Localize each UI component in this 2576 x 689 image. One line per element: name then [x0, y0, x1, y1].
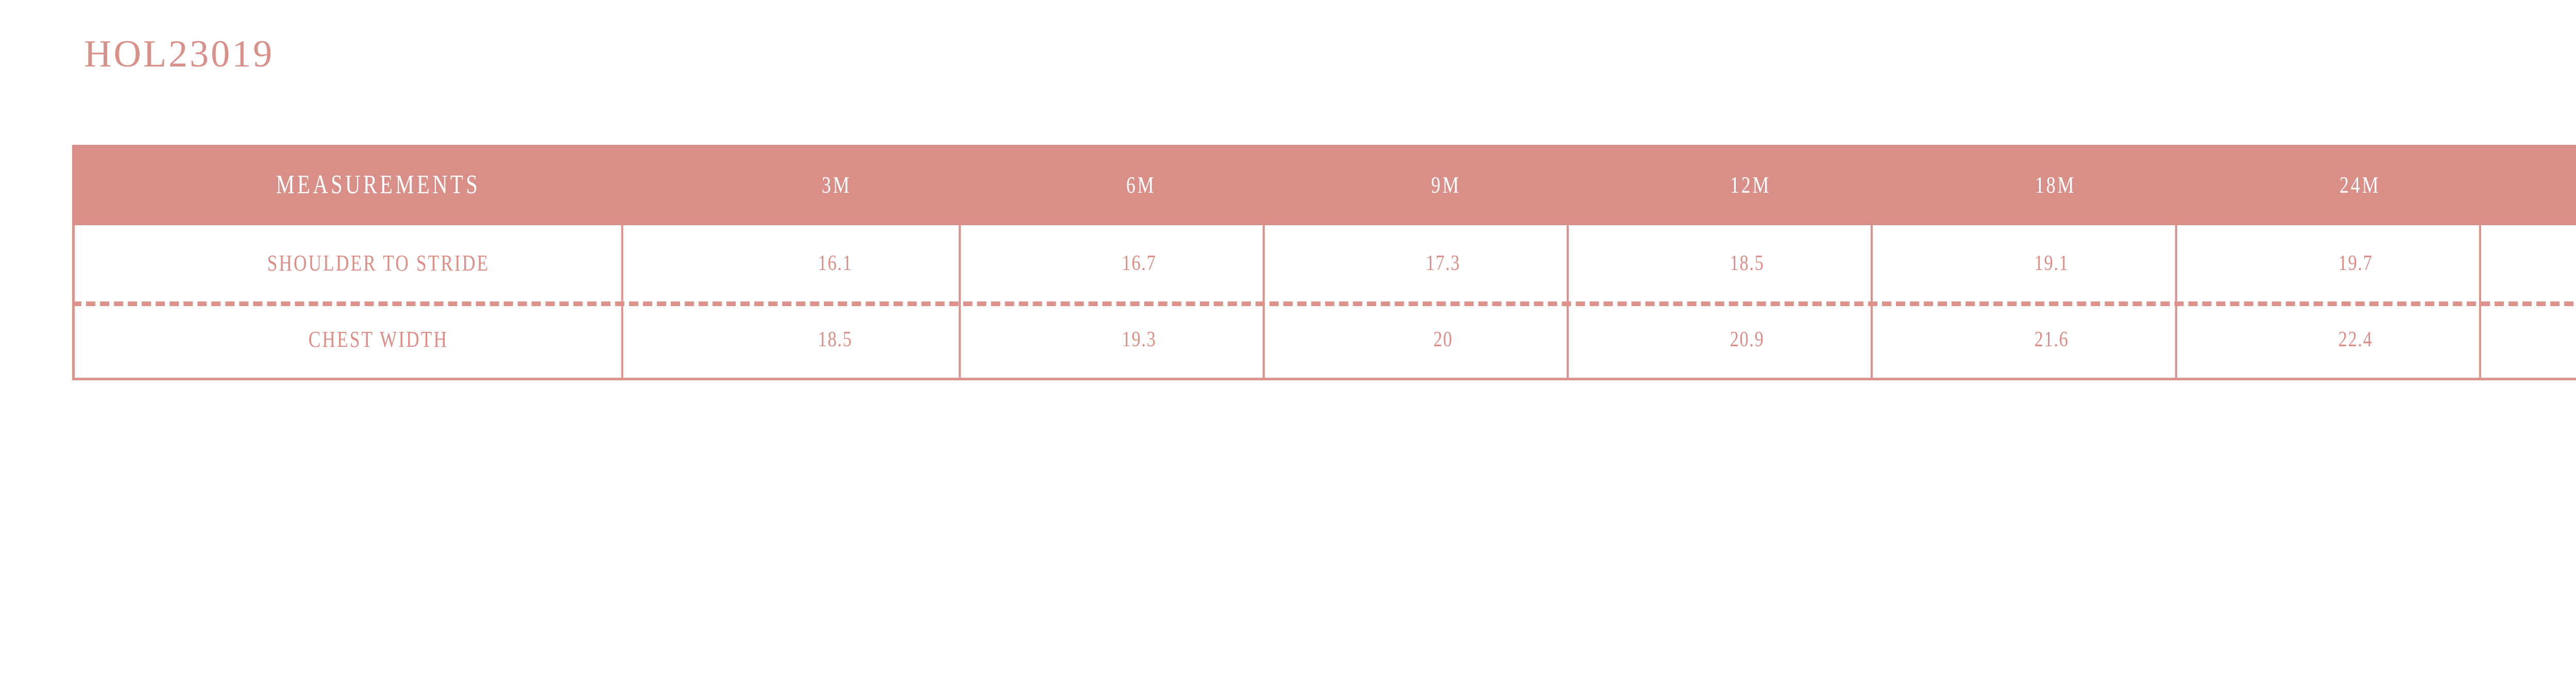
column-header-3m: 3M: [821, 172, 852, 198]
table-row: SHOULDER TO STRIDE 16.1 16.7 17.3 18.5 1…: [75, 225, 2576, 301]
cell-chest-width-2t: 24: [2536, 301, 2576, 378]
row-label-chest-width: CHEST WIDTH: [135, 301, 623, 378]
table-row: CHEST WIDTH 18.5 19.3 20 20.9 21.6 22.4 …: [75, 301, 2576, 378]
cell-shoulder-to-stride-24m: 19.7: [2232, 225, 2481, 301]
cell-shoulder-to-stride-2t: 20.5: [2536, 225, 2576, 301]
cell-shoulder-to-stride-9m: 17.3: [1319, 225, 1569, 301]
page-title: HOL23019: [84, 33, 275, 75]
column-header-2t: 2T: [2546, 145, 2576, 225]
size-chart-table: MEASUREMENTS 3M 6M 9M 12M 18M 24M 2T 3T …: [72, 145, 2576, 380]
cell-shoulder-to-stride-3m: 16.1: [711, 225, 961, 301]
cell-chest-width-6m: 19.3: [1015, 301, 1265, 378]
column-header-9m: 9M: [1431, 172, 1461, 198]
cell-chest-width-12m: 20.9: [1623, 301, 1873, 378]
table-header-row: MEASUREMENTS 3M 6M 9M 12M 18M 24M 2T 3T: [72, 145, 2576, 225]
column-header-measurements: MEASUREMENTS: [276, 170, 481, 199]
cell-chest-width-24m: 22.4: [2232, 301, 2481, 378]
cell-shoulder-to-stride-18m: 19.1: [1928, 225, 2177, 301]
cell-shoulder-to-stride-6m: 16.7: [1015, 225, 1265, 301]
row-label-shoulder-to-stride: SHOULDER TO STRIDE: [135, 225, 623, 301]
column-header-6m: 6M: [1126, 172, 1156, 198]
cell-chest-width-3m: 18.5: [711, 301, 961, 378]
cell-chest-width-9m: 20: [1319, 301, 1569, 378]
column-header-24m: 24M: [2339, 172, 2381, 198]
cell-chest-width-18m: 21.6: [1928, 301, 2177, 378]
table-body: SHOULDER TO STRIDE 16.1 16.7 17.3 18.5 1…: [72, 225, 2576, 380]
column-header-18m: 18M: [2035, 172, 2076, 198]
column-header-12m: 12M: [1730, 172, 1771, 198]
cell-shoulder-to-stride-12m: 18.5: [1623, 225, 1873, 301]
